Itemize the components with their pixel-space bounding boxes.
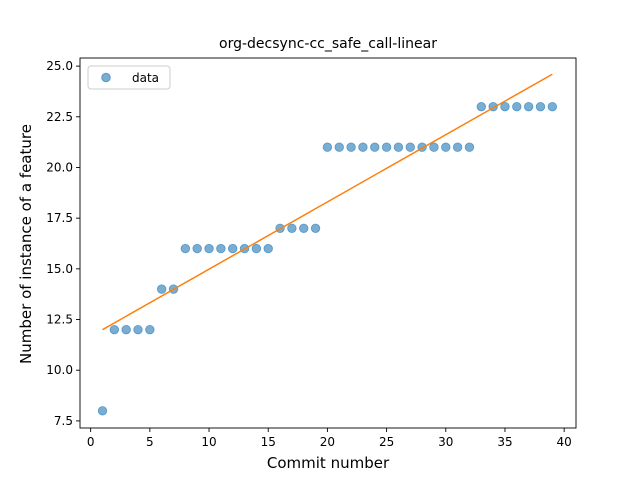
- data-point: [310, 223, 321, 234]
- legend-label: data: [132, 71, 159, 85]
- y-tick-label: 25.0: [46, 59, 73, 73]
- y-axis-ticks: 7.5 10.0 12.5 15.0 17.5 20.0 22.5 25.0: [46, 59, 80, 428]
- data-point: [358, 142, 368, 152]
- y-tick-label: 7.5: [54, 414, 73, 428]
- data-point: [512, 101, 522, 112]
- data-point: [322, 142, 333, 152]
- y-tick-label: 15.0: [46, 262, 73, 276]
- x-tick-label: 0: [87, 435, 95, 449]
- data-point: [121, 324, 131, 335]
- fit-line: [102, 73, 553, 331]
- x-axis-ticks: 0 5 10 15 20 25 30 35 40: [87, 428, 572, 449]
- y-tick-label: 12.5: [46, 313, 73, 327]
- x-tick-label: 40: [557, 435, 572, 449]
- data-point: [109, 324, 120, 335]
- legend: data: [87, 65, 171, 90]
- plot-frame: [79, 57, 577, 429]
- legend-marker: [101, 72, 111, 83]
- data-point: [287, 223, 297, 234]
- data-point: [547, 101, 558, 112]
- x-tick-label: 25: [379, 435, 394, 449]
- y-axis-label: Number of instance of a feature: [17, 124, 35, 364]
- data-point: [346, 142, 356, 152]
- data-point: [263, 243, 273, 254]
- plot-area: [79, 57, 577, 429]
- data-point: [476, 101, 487, 112]
- data-point: [429, 142, 439, 152]
- legend-box: [87, 65, 171, 90]
- data-point: [145, 324, 155, 335]
- x-tick-label: 5: [146, 435, 154, 449]
- data-point: [204, 243, 214, 254]
- data-point: [500, 101, 510, 112]
- data-point: [156, 284, 167, 294]
- data-point: [523, 101, 534, 112]
- chart-title: org-decsync-cc_safe_call-linear: [219, 36, 437, 52]
- x-tick-label: 10: [201, 435, 216, 449]
- data-point: [535, 101, 546, 112]
- data-point: [464, 142, 475, 152]
- y-tick-label: 20.0: [46, 160, 73, 174]
- data-point: [381, 142, 392, 152]
- y-tick-label: 17.5: [46, 211, 73, 225]
- data-point: [393, 142, 404, 152]
- data-point: [370, 142, 380, 152]
- data-point: [180, 243, 191, 254]
- x-axis-label: Commit number: [267, 454, 390, 472]
- x-tick-label: 15: [261, 435, 276, 449]
- data-point: [441, 142, 451, 152]
- data-point: [251, 243, 262, 254]
- x-tick-label: 20: [320, 435, 335, 449]
- data-point: [97, 406, 108, 416]
- y-tick-label: 22.5: [46, 110, 73, 124]
- x-tick-label: 35: [497, 435, 512, 449]
- x-tick-label: 30: [438, 435, 453, 449]
- data-point: [216, 243, 226, 254]
- y-tick-label: 10.0: [46, 363, 73, 377]
- data-point: [192, 243, 202, 254]
- data-point: [334, 142, 344, 152]
- data-point: [405, 142, 415, 152]
- data-point: [133, 324, 143, 335]
- data-point: [228, 243, 238, 254]
- data-point: [452, 142, 463, 152]
- data-point: [299, 223, 309, 234]
